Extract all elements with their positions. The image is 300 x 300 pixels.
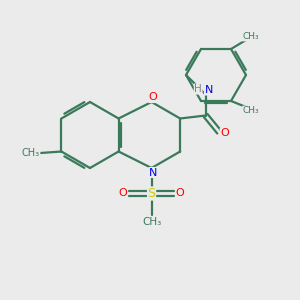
Text: O: O — [220, 128, 229, 139]
Text: H: H — [194, 84, 202, 94]
Text: O: O — [176, 188, 184, 199]
Text: N: N — [149, 167, 157, 178]
Text: O: O — [149, 92, 158, 103]
Text: N: N — [205, 85, 213, 95]
Text: CH₃: CH₃ — [243, 106, 260, 115]
Text: S: S — [148, 187, 156, 200]
Text: CH₃: CH₃ — [242, 32, 259, 41]
Text: O: O — [119, 188, 128, 199]
Text: CH₃: CH₃ — [142, 217, 161, 227]
Text: CH₃: CH₃ — [22, 148, 40, 158]
